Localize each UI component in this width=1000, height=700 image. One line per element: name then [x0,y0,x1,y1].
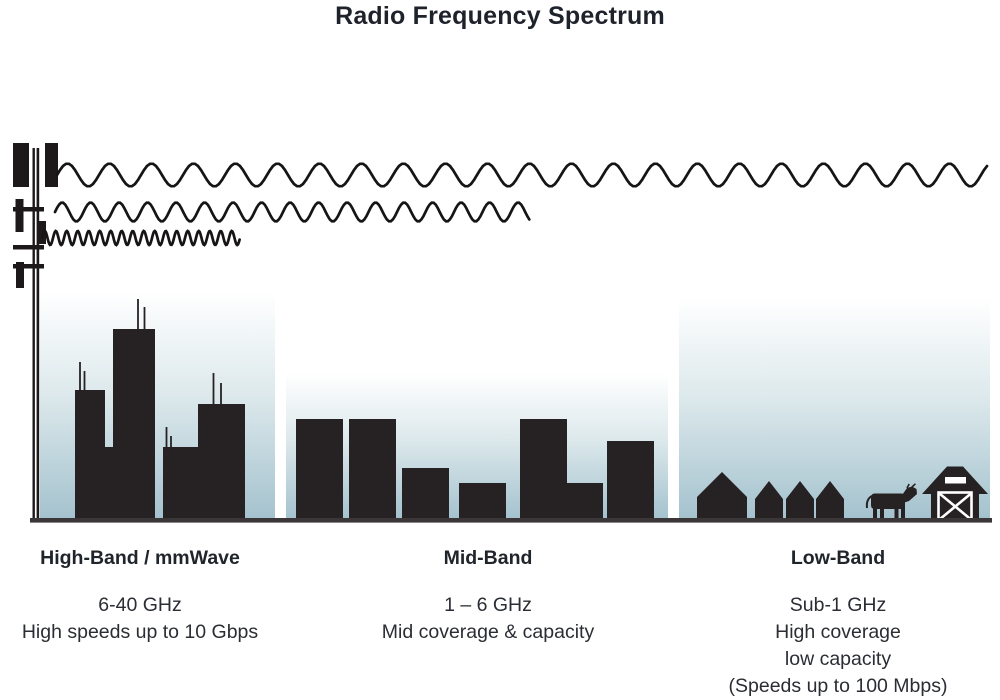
mid-rise-building [607,441,654,520]
band-detail-low: (Speeds up to 100 Mbps) [728,675,948,697]
band-title-high: High-Band / mmWave [40,547,240,569]
band-detail-mid: Mid coverage & capacity [381,621,595,643]
skyscraper [198,404,245,520]
rooftop-antennas [79,299,222,449]
mid-rise-building [567,483,603,520]
skyscraper [113,329,155,520]
band-frequency-high: 6-40 GHz [98,594,182,616]
high-band-wave-icon [40,229,241,247]
cow-icon [865,483,917,519]
band-title-low: Low-Band [790,547,886,569]
ground-line [30,518,992,523]
mid-rise-building [520,419,567,520]
band-detail-high: High speeds up to 10 Gbps [21,621,259,643]
band-detail-low: High coverage [775,621,901,643]
mid-rise-building [402,468,449,520]
band-detail-low: low capacity [784,648,892,670]
skyscraper [163,447,198,520]
skyscraper [105,447,113,520]
mid-band-wave-icon [53,201,531,223]
band-label-high: High-Band / mmWave 6-40 GHz High speeds … [0,546,280,646]
low-band-rural-scene [697,466,988,522]
house-icon [786,481,814,520]
band-label-low: Low-Band Sub-1 GHz High coverage low cap… [688,546,988,700]
barn-icon [922,466,988,522]
band-title-mid: Mid-Band [443,547,533,569]
radio-waves [40,162,989,247]
house-icon [755,481,783,520]
low-band-wave-icon [55,162,989,188]
page-title: Radio Frequency Spectrum [335,2,665,30]
mid-rise-building [296,419,343,520]
band-frequency-low: Sub-1 GHz [789,594,887,616]
band-frequency-mid: 1 – 6 GHz [444,594,532,616]
cell-tower-icon [13,143,58,522]
house-icon [816,481,844,520]
mid-rise-building [349,419,396,520]
skyscraper [75,390,105,520]
house-icon [697,472,747,520]
mid-band-buildings [296,419,654,520]
band-label-mid: Mid-Band 1 – 6 GHz Mid coverage & capaci… [348,546,628,646]
high-band-city-skyline [75,299,245,520]
mid-rise-building [459,483,506,520]
